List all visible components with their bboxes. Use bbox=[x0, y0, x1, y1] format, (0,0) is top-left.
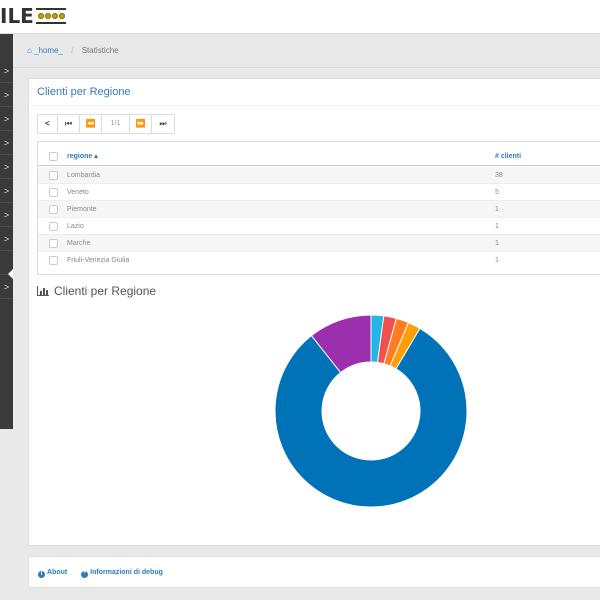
back-button[interactable]: < bbox=[38, 115, 58, 133]
sidebar-item-1[interactable]: > bbox=[0, 59, 13, 83]
row-checkbox[interactable] bbox=[49, 222, 58, 231]
cell-regione: Lombardia bbox=[67, 172, 101, 179]
cell-clienti: 1 bbox=[495, 206, 499, 213]
home-icon: ⌂ bbox=[27, 46, 32, 55]
next-page-button[interactable]: ⏩ bbox=[130, 115, 152, 133]
donut-chart bbox=[274, 314, 468, 508]
table-row[interactable]: Veneto 5 bbox=[38, 184, 600, 201]
footer: i About * Informazioni di debug bbox=[28, 556, 600, 588]
logo-text: ILE bbox=[0, 4, 34, 28]
app-logo[interactable]: ILE bbox=[0, 4, 66, 28]
sidebar-item-7[interactable]: > bbox=[0, 203, 13, 227]
first-page-button[interactable]: ⏮ bbox=[58, 115, 80, 133]
cell-regione: Veneto bbox=[67, 189, 89, 196]
breadcrumb-home-link[interactable]: _home_ bbox=[34, 46, 63, 55]
bar-chart-icon bbox=[37, 286, 49, 296]
cell-regione: Lazio bbox=[67, 223, 84, 230]
breadcrumb-separator: / bbox=[71, 46, 74, 55]
main-panel: Clienti per Regione < ⏮ ⏪ 1/1 ⏩ ⏭ region… bbox=[28, 78, 600, 546]
table-row[interactable]: Lazio 1 bbox=[38, 218, 600, 235]
info-icon: i bbox=[38, 571, 45, 578]
about-link[interactable]: i About bbox=[38, 569, 67, 578]
table-header-row: regione ▴ # clienti bbox=[38, 148, 600, 166]
cell-clienti: 38 bbox=[495, 172, 503, 179]
table-row[interactable]: Friuli-Venezia Giulia 1 bbox=[38, 252, 600, 269]
row-checkbox[interactable] bbox=[49, 256, 58, 265]
cell-clienti: 1 bbox=[495, 240, 499, 247]
sidebar-item-8[interactable]: > bbox=[0, 227, 13, 251]
abacus-icon bbox=[35, 8, 66, 24]
sidebar: > > > > > > > > > bbox=[0, 34, 13, 429]
column-header-regione[interactable]: regione ▴ bbox=[67, 153, 98, 160]
top-header: ILE bbox=[0, 0, 600, 34]
cell-clienti: 1 bbox=[495, 223, 499, 230]
sidebar-item-5[interactable]: > bbox=[0, 155, 13, 179]
active-indicator bbox=[8, 269, 13, 279]
chart-section-title: Clienti per Regione bbox=[37, 284, 156, 298]
cell-clienti: 1 bbox=[495, 257, 499, 264]
pagination: < ⏮ ⏪ 1/1 ⏩ ⏭ bbox=[37, 114, 175, 134]
sidebar-item-4[interactable]: > bbox=[0, 131, 13, 155]
column-header-clienti[interactable]: # clienti bbox=[495, 153, 522, 160]
panel-title: Clienti per Regione bbox=[29, 79, 600, 106]
cell-regione: Friuli-Venezia Giulia bbox=[67, 257, 130, 264]
sidebar-item-3[interactable]: > bbox=[0, 107, 13, 131]
sidebar-item-10[interactable]: > bbox=[0, 275, 13, 299]
last-page-button[interactable]: ⏭ bbox=[152, 115, 174, 133]
prev-page-button[interactable]: ⏪ bbox=[80, 115, 102, 133]
row-checkbox[interactable] bbox=[49, 171, 58, 180]
chart-title-text: Clienti per Regione bbox=[54, 284, 157, 298]
cell-regione: Marche bbox=[67, 240, 91, 247]
row-checkbox[interactable] bbox=[49, 239, 58, 248]
cell-clienti: 5 bbox=[495, 189, 499, 196]
breadcrumb-current: Statistiche bbox=[81, 46, 119, 55]
table-row[interactable]: Lombardia 38 bbox=[38, 167, 600, 184]
select-all-checkbox[interactable] bbox=[49, 152, 58, 161]
row-checkbox[interactable] bbox=[49, 188, 58, 197]
slice-veneto[interactable] bbox=[310, 314, 372, 374]
table-row[interactable]: Marche 1 bbox=[38, 235, 600, 252]
debug-link[interactable]: * Informazioni di debug bbox=[81, 569, 163, 578]
breadcrumb: ⌂ _home_ / Statistiche bbox=[13, 34, 600, 68]
bug-icon: * bbox=[81, 571, 89, 578]
sidebar-item-6[interactable]: > bbox=[0, 179, 13, 203]
sidebar-item-2[interactable]: > bbox=[0, 83, 13, 107]
cell-regione: Piemonte bbox=[67, 206, 97, 213]
row-checkbox[interactable] bbox=[49, 205, 58, 214]
table-row[interactable]: Piemonte 1 bbox=[38, 201, 600, 218]
page-indicator: 1/1 bbox=[102, 115, 130, 133]
data-table: regione ▴ # clienti Lombardia 38 Veneto … bbox=[37, 141, 600, 275]
sidebar-item-active[interactable] bbox=[0, 251, 13, 275]
slice-lombardia[interactable] bbox=[274, 327, 468, 508]
